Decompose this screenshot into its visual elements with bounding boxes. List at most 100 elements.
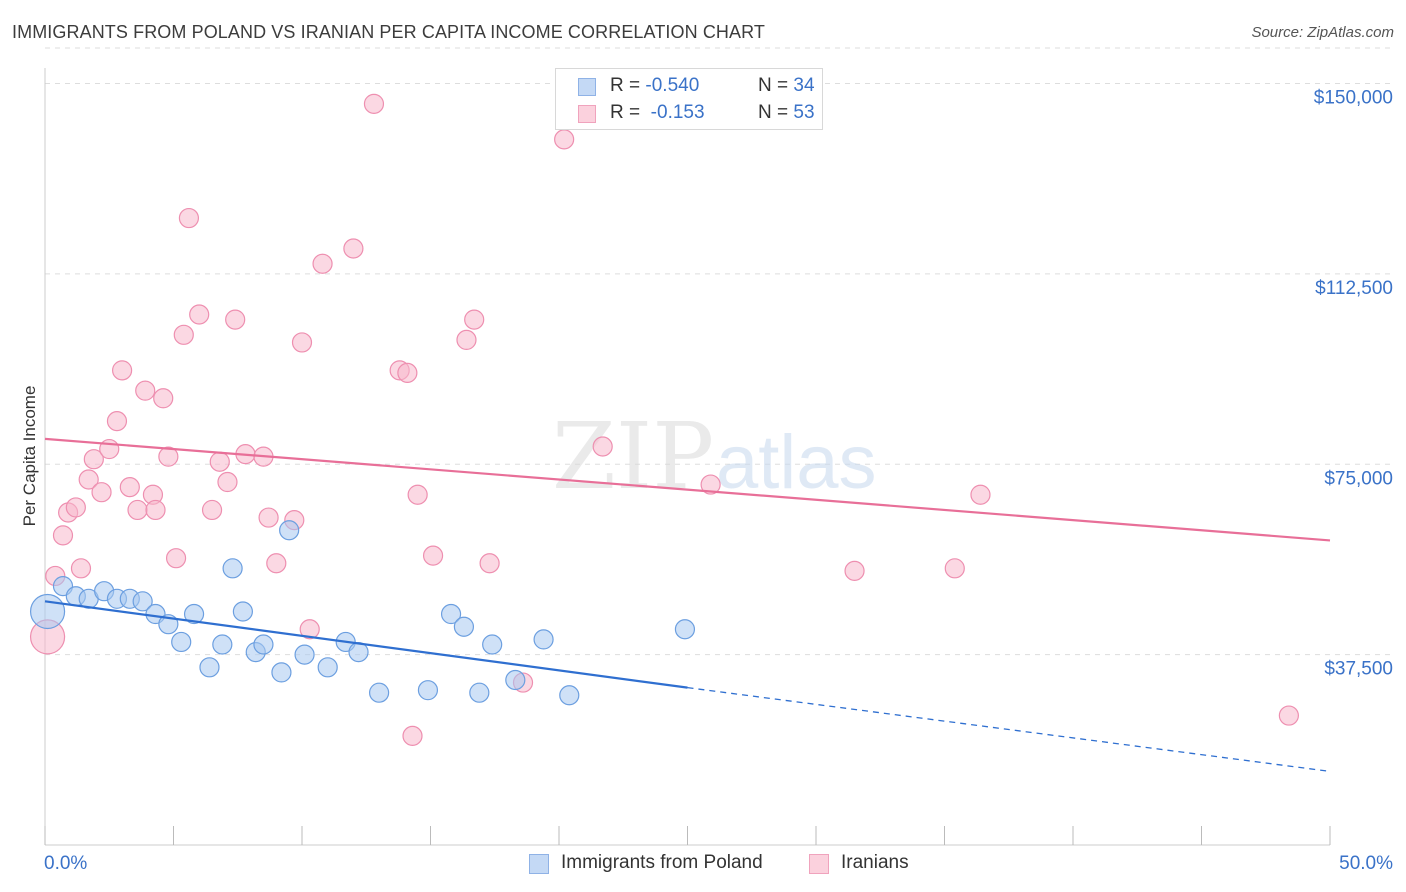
- iranians-point: [402, 725, 423, 746]
- iranians-point: [70, 558, 92, 579]
- poland-trend-extension: [687, 686, 1331, 773]
- poland-point: [232, 601, 253, 622]
- y-tick-label: $75,000: [1324, 468, 1393, 489]
- poland-point: [132, 591, 153, 612]
- legend-r-label: R =: [610, 102, 641, 123]
- poland-point: [29, 593, 66, 630]
- iranians-point: [407, 484, 428, 505]
- iranians-point: [363, 93, 385, 114]
- legend-swatch-iranians: [578, 105, 596, 123]
- poland-point: [271, 662, 292, 683]
- iranians-point: [217, 471, 238, 493]
- iranians-point: [178, 207, 200, 229]
- trend-lines: [44, 437, 1331, 773]
- iranians-point: [135, 380, 156, 401]
- poland-point: [183, 603, 205, 625]
- iranians-point: [299, 619, 320, 640]
- iranians-point: [479, 553, 500, 574]
- watermark-zip: ZIP: [552, 403, 714, 510]
- poland-point: [279, 520, 300, 541]
- poland-point: [171, 631, 192, 653]
- poland-points: [29, 520, 696, 706]
- iranians-point: [456, 329, 477, 350]
- poland-point: [253, 634, 274, 655]
- poland-point: [294, 644, 315, 665]
- iranians-point: [343, 238, 364, 259]
- iranians-point: [119, 477, 140, 498]
- iranians-point: [592, 436, 613, 457]
- iranians-point: [158, 446, 179, 467]
- legend-label-iranians: Iranians: [841, 852, 909, 873]
- legend-r-label: R =: [610, 75, 641, 96]
- x-tick-label: 0.0%: [44, 853, 87, 874]
- iranians-point: [700, 474, 721, 495]
- legend-swatch-poland: [578, 78, 596, 96]
- poland-point: [674, 619, 696, 640]
- iranians-point: [844, 560, 865, 581]
- grid-lines: [45, 47, 1392, 656]
- legend-swatch-iranians: [809, 854, 829, 874]
- y-tick-label: $37,500: [1324, 659, 1393, 680]
- iranians-point: [165, 548, 187, 569]
- iranians-point: [111, 360, 133, 381]
- poland-point: [222, 558, 243, 579]
- iranians-point: [266, 553, 287, 574]
- poland-point: [440, 603, 462, 625]
- iranians-point: [291, 332, 313, 353]
- iranians-point: [970, 484, 991, 505]
- iranians-point: [83, 449, 104, 470]
- poland-point: [505, 669, 526, 691]
- y-tick-label: $150,000: [1314, 88, 1393, 109]
- axes: [44, 68, 1331, 846]
- iranians-point: [209, 451, 230, 472]
- iranians-point: [106, 411, 128, 432]
- y-axis-label: Per Capita Income: [20, 386, 39, 527]
- poland-point: [482, 634, 503, 655]
- legend-n-label: N =: [758, 102, 789, 123]
- poland-point: [199, 657, 220, 678]
- legend-r-value-poland: -0.540: [645, 75, 700, 96]
- poland-trend-line: [44, 600, 688, 689]
- poland-point: [559, 685, 580, 706]
- tick-labels: $37,500 $75,000 $112,500 $150,000 0.0% 50.0%: [44, 88, 1393, 874]
- iranians-point: [312, 253, 333, 274]
- iranians-trend-line: [44, 437, 1331, 542]
- poland-point: [417, 680, 439, 701]
- chart-source: Source: ZipAtlas.com: [1251, 24, 1394, 41]
- y-tick-label: $112,500: [1315, 278, 1393, 299]
- poland-point: [369, 682, 390, 703]
- iranians-point: [422, 545, 444, 566]
- legend-r-value-iranians: -0.153: [645, 102, 705, 123]
- iranians-point: [944, 558, 965, 579]
- poland-point: [453, 616, 475, 637]
- poland-point: [469, 682, 490, 703]
- iranians-point: [258, 507, 279, 528]
- iranians-point: [173, 324, 194, 345]
- legend-n-value-iranians: 53: [793, 102, 815, 123]
- legend-label-poland: Immigrants from Poland: [561, 852, 763, 873]
- legend-n-value-poland: 34: [793, 75, 815, 96]
- watermark: ZIP atlas: [552, 403, 877, 510]
- legend-n-label: N =: [758, 75, 789, 96]
- iranians-point: [201, 499, 223, 521]
- iranians-point: [65, 497, 86, 518]
- iranians-point: [1278, 705, 1299, 726]
- iranians-point: [397, 362, 418, 383]
- iranians-point: [189, 304, 210, 325]
- iranians-point: [145, 499, 166, 521]
- x-tick-label: 50.0%: [1339, 853, 1393, 874]
- poland-point: [212, 634, 233, 655]
- iranians-point: [554, 129, 575, 150]
- iranians-point: [225, 309, 246, 330]
- chart-title: IMMIGRANTS FROM POLAND VS IRANIAN PER CA…: [12, 22, 765, 42]
- correlation-legend: R = -0.540 N = 34 R = -0.153 N = 53: [555, 68, 823, 130]
- iranians-point: [91, 482, 112, 503]
- iranians-point: [153, 388, 174, 409]
- iranians-point: [52, 525, 74, 546]
- iranians-point: [78, 469, 99, 490]
- iranians-point: [127, 499, 148, 521]
- poland-point: [317, 657, 338, 678]
- legend-swatch-poland: [529, 854, 549, 874]
- series-legend: Immigrants from Poland Iranians: [0, 852, 1406, 878]
